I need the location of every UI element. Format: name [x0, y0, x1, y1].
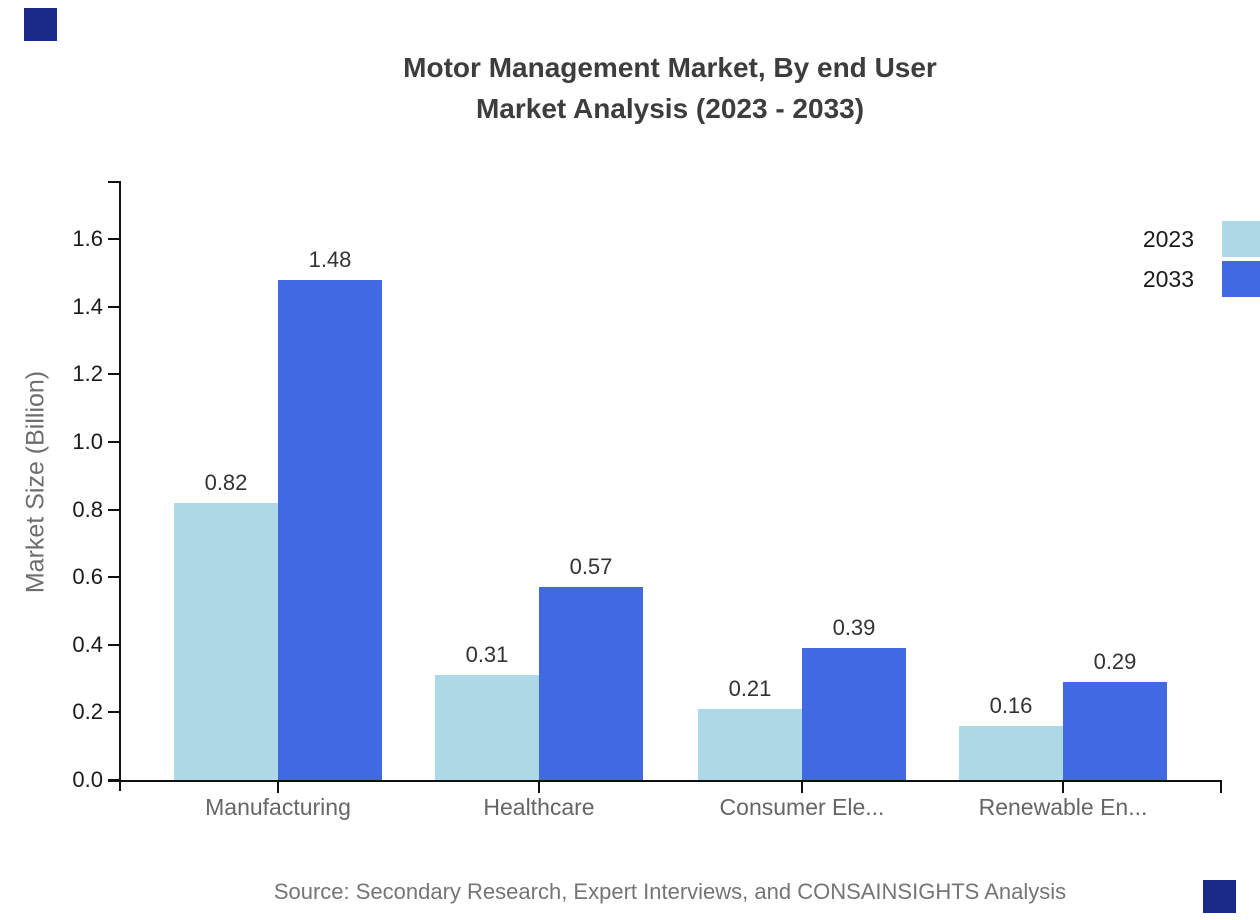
x-axis-end-cap — [1220, 780, 1222, 793]
chart-title-line-1: Motor Management Market, By end User — [403, 52, 937, 83]
y-tick — [108, 711, 120, 714]
y-tick-label: 0.4 — [72, 631, 103, 657]
bar-value-label: 0.16 — [989, 692, 1033, 718]
y-axis-title: Market Size (Billion) — [21, 370, 50, 594]
bar-2033-consumer-ele — [802, 648, 906, 780]
y-tick-label: 1.2 — [72, 361, 103, 387]
bar-2023-consumer-ele — [698, 708, 802, 780]
y-tick — [108, 238, 120, 240]
y-tick — [108, 779, 120, 781]
legend: 2023 2033 — [1143, 219, 1260, 299]
bar-value-label: 0.21 — [728, 675, 772, 701]
bar-2023-healthcare — [435, 675, 539, 780]
source-note: Source: Secondary Research, Expert Inter… — [273, 879, 1067, 904]
y-tick — [108, 576, 120, 579]
bar-2033-manufacturing — [278, 279, 382, 780]
x-tick — [1062, 780, 1064, 793]
legend-label: 2023 — [1142, 225, 1194, 252]
y-tick-label: 1.0 — [72, 428, 103, 454]
x-tick — [538, 780, 540, 793]
y-tick-label: 0.6 — [72, 564, 103, 590]
y-tick-label: 1.6 — [72, 226, 103, 251]
bar-2023-manufacturing — [174, 502, 278, 780]
legend-swatch — [1222, 261, 1260, 297]
bar-2033-healthcare — [539, 587, 643, 780]
y-tick-label: 0.2 — [72, 699, 103, 725]
y-tick — [108, 508, 120, 511]
bar-value-label: 0.29 — [1093, 648, 1137, 674]
category-label: Consumer Ele... — [719, 794, 885, 820]
y-tick-label: 0.0 — [72, 767, 103, 792]
y-tick — [108, 373, 120, 376]
y-tick-label: 1.4 — [72, 293, 103, 319]
x-tick — [277, 780, 279, 793]
legend-label: 2033 — [1142, 265, 1194, 292]
category-label: Healthcare — [483, 794, 595, 820]
y-tick-label: 0.8 — [72, 496, 103, 522]
legend-item-2033: 2033 — [1143, 259, 1260, 299]
y-tick — [108, 305, 120, 308]
bar-value-label: 0.82 — [204, 469, 248, 495]
y-tick — [108, 643, 120, 646]
brand-corner-top-left — [24, 8, 57, 41]
legend-item-2023: 2023 — [1143, 219, 1260, 259]
bar-2033-renewable-en — [1063, 681, 1167, 780]
category-label: Renewable En... — [978, 794, 1148, 820]
y-axis-end-cap — [108, 181, 121, 183]
x-axis-line — [108, 780, 1222, 782]
y-axis-line — [119, 181, 121, 791]
brand-corner-bottom-right — [1203, 880, 1236, 913]
chart-title: Motor Management Market, By end User Mar… — [120, 47, 1220, 129]
legend-swatch — [1222, 221, 1260, 257]
bar-value-label: 0.57 — [569, 554, 613, 580]
bar-value-label: 1.48 — [308, 246, 352, 272]
chart-title-line-2: Market Analysis (2023 - 2033) — [475, 93, 865, 124]
x-tick — [801, 780, 803, 793]
bar-2023-renewable-en — [959, 725, 1063, 780]
bar-value-label: 0.39 — [832, 615, 876, 641]
bar-value-label: 0.31 — [465, 642, 509, 668]
category-label: Manufacturing — [205, 794, 351, 820]
y-tick — [108, 440, 120, 443]
